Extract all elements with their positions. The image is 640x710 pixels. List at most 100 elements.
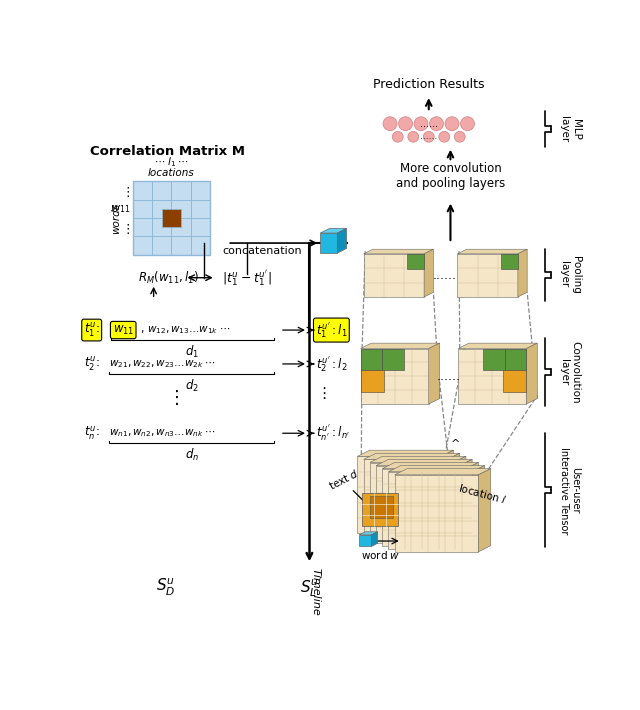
Text: $,\,w_{12},w_{13}\ldots w_{1k}\;\cdots$: $,\,w_{12},w_{13}\ldots w_{1k}\;\cdots$ — [140, 324, 231, 336]
Text: ......: ...... — [420, 132, 437, 141]
Polygon shape — [460, 459, 472, 542]
Polygon shape — [441, 450, 454, 533]
Polygon shape — [382, 462, 478, 469]
Bar — [370, 496, 393, 518]
Polygon shape — [424, 249, 433, 297]
Circle shape — [414, 116, 428, 131]
Bar — [458, 254, 518, 297]
Bar — [501, 254, 518, 269]
Bar — [364, 254, 424, 297]
Text: $|t_1^u - t_1^{u^\prime}|$: $|t_1^u - t_1^{u^\prime}|$ — [221, 268, 271, 288]
Text: $t_{n^\prime}^{u^\prime}: l_{n^\prime}$: $t_{n^\prime}^{u^\prime}: l_{n^\prime}$ — [316, 423, 350, 443]
Text: text $d$: text $d$ — [326, 466, 361, 492]
Bar — [360, 370, 384, 392]
Text: MLP
layer: MLP layer — [559, 116, 580, 142]
Text: $t_1^u$:: $t_1^u$: — [84, 322, 100, 339]
Text: Prediction Results: Prediction Results — [373, 77, 484, 91]
Text: words: words — [111, 202, 121, 234]
Polygon shape — [359, 532, 378, 535]
Polygon shape — [518, 249, 527, 297]
Polygon shape — [395, 469, 491, 475]
Text: User-user
Interactive Tensor: User-user Interactive Tensor — [559, 447, 580, 534]
Polygon shape — [371, 532, 378, 547]
Polygon shape — [472, 466, 484, 549]
Text: $t_1^{u^\prime}: l_1$: $t_1^{u^\prime}: l_1$ — [316, 320, 347, 340]
Text: concatenation: concatenation — [222, 246, 302, 256]
Polygon shape — [527, 343, 537, 404]
Text: $d_n$: $d_n$ — [184, 447, 198, 463]
Polygon shape — [454, 457, 466, 540]
Polygon shape — [478, 469, 491, 552]
Text: $R_M(w_{11}, l_1)$: $R_M(w_{11}, l_1)$ — [138, 270, 199, 285]
Bar — [505, 349, 526, 370]
Bar — [382, 349, 404, 370]
Text: $S_L^{u^\prime}$: $S_L^{u^\prime}$ — [300, 575, 322, 599]
Text: locations: locations — [148, 168, 195, 178]
Text: $\vdots$: $\vdots$ — [122, 222, 131, 236]
Bar — [503, 370, 527, 392]
Circle shape — [399, 116, 412, 131]
Text: $\vdots$: $\vdots$ — [316, 386, 326, 401]
Bar — [395, 475, 478, 552]
Circle shape — [429, 116, 444, 131]
Circle shape — [439, 131, 450, 142]
Circle shape — [445, 116, 459, 131]
Polygon shape — [466, 462, 478, 546]
Text: Timeline: Timeline — [311, 568, 321, 616]
Text: $w_{11}$: $w_{11}$ — [113, 324, 134, 337]
Text: $w_{21},w_{22},w_{23}\ldots w_{2k}\;\cdots$: $w_{21},w_{22},w_{23}\ldots w_{2k}\;\cdo… — [109, 358, 216, 370]
Polygon shape — [458, 249, 527, 254]
Circle shape — [454, 131, 465, 142]
Bar — [162, 209, 181, 227]
Bar — [370, 462, 454, 540]
Text: More convolution
and pooling layers: More convolution and pooling layers — [396, 162, 505, 190]
Text: ^: ^ — [451, 439, 460, 449]
Polygon shape — [376, 459, 472, 466]
Bar — [320, 233, 337, 253]
Bar — [362, 493, 397, 525]
Text: $d_1$: $d_1$ — [186, 344, 199, 360]
Circle shape — [383, 116, 397, 131]
Polygon shape — [388, 466, 484, 471]
Polygon shape — [358, 450, 454, 457]
Text: $w_{n1},w_{n2},w_{n3}\ldots w_{nk}\;\cdots$: $w_{n1},w_{n2},w_{n3}\ldots w_{nk}\;\cdo… — [109, 427, 216, 439]
Bar — [359, 535, 371, 547]
Text: $t_2^{u^\prime}: l_2$: $t_2^{u^\prime}: l_2$ — [316, 354, 347, 374]
Circle shape — [392, 131, 403, 142]
Polygon shape — [447, 453, 460, 537]
Polygon shape — [364, 249, 433, 254]
Polygon shape — [360, 343, 440, 349]
Text: ......: ...... — [436, 370, 460, 383]
Text: $t_n^u$:: $t_n^u$: — [84, 425, 100, 442]
Text: $\vdots$: $\vdots$ — [122, 185, 131, 200]
Circle shape — [408, 131, 419, 142]
Text: Convolution
layer: Convolution layer — [559, 341, 580, 404]
Bar — [388, 471, 472, 549]
Circle shape — [461, 116, 474, 131]
Bar — [458, 349, 526, 404]
Bar — [360, 349, 382, 370]
Text: $d_2$: $d_2$ — [185, 378, 198, 394]
Polygon shape — [370, 457, 466, 462]
Text: location $l$: location $l$ — [457, 481, 508, 506]
Text: Correlation Matrix M: Correlation Matrix M — [90, 146, 245, 158]
Polygon shape — [458, 343, 537, 349]
Bar — [483, 349, 505, 370]
Text: $\cdots\; l_1\; \cdots$: $\cdots\; l_1\; \cdots$ — [154, 155, 189, 169]
Polygon shape — [337, 229, 347, 253]
Bar — [382, 469, 466, 546]
Text: $w_{11}$: $w_{11}$ — [110, 203, 131, 215]
Bar — [364, 459, 447, 537]
Text: $S_D^u$: $S_D^u$ — [156, 577, 175, 598]
Text: ......: ...... — [420, 119, 438, 129]
Bar — [376, 466, 460, 542]
Bar — [358, 457, 441, 533]
Text: $t_2^u$:: $t_2^u$: — [84, 355, 100, 373]
Bar — [407, 254, 424, 269]
Bar — [360, 349, 429, 404]
Text: ......: ...... — [433, 269, 457, 282]
Circle shape — [423, 131, 434, 142]
Bar — [132, 182, 210, 255]
Polygon shape — [364, 453, 460, 459]
Text: $\vdots$: $\vdots$ — [167, 388, 179, 407]
